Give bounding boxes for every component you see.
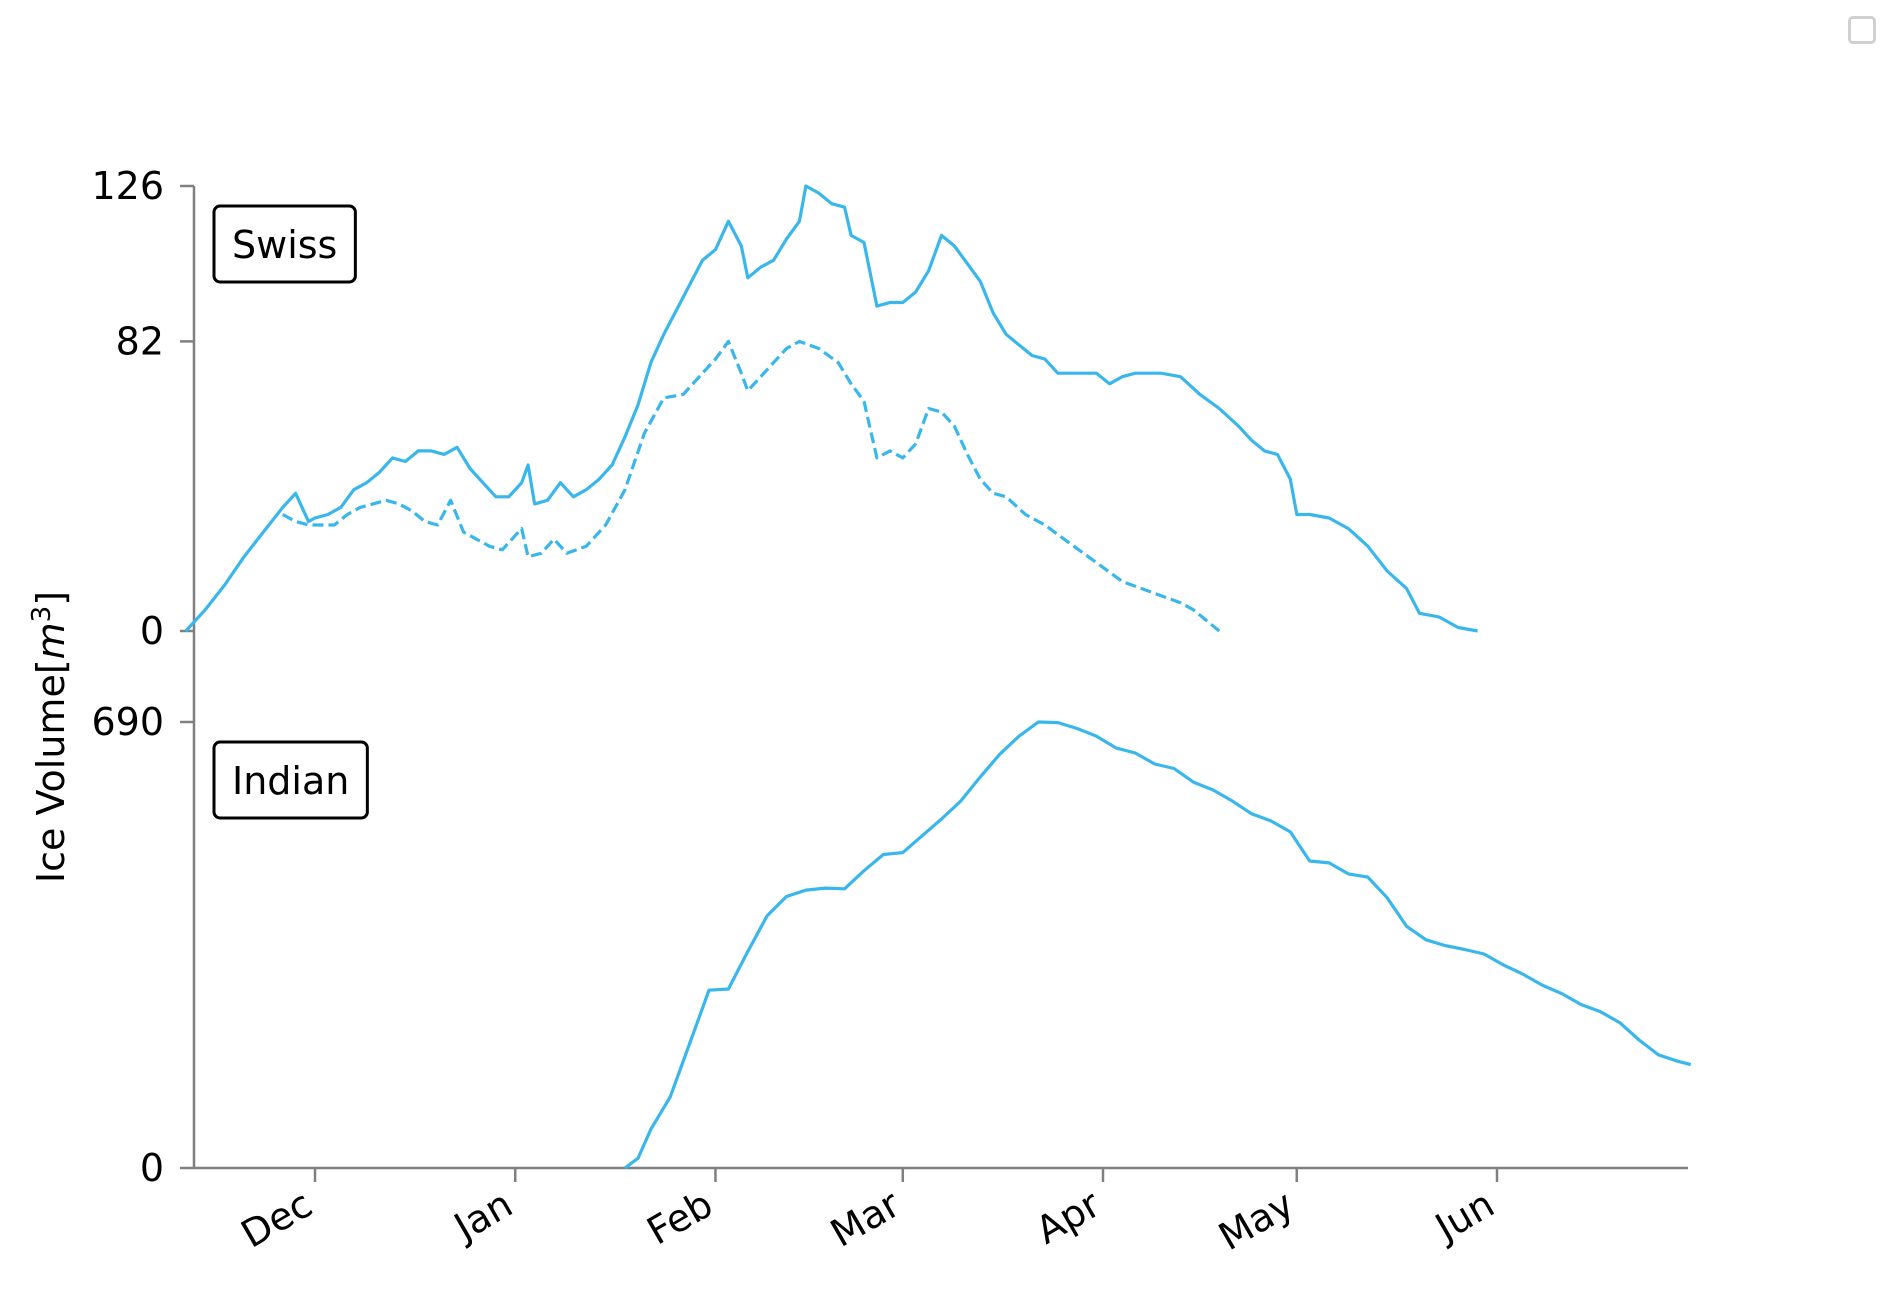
- panel-label-swiss: Swiss: [212, 204, 357, 284]
- y-axis-label-exp: 3: [27, 606, 57, 623]
- swiss-series-dashed-line: [281, 339, 1221, 633]
- x-tick-label-jan: Jan: [445, 1182, 519, 1250]
- labels-layer: Ice Volume[m3] Dec Jan Feb Mar Apr May Jun 0 82 1…: [27, 164, 1502, 1259]
- axes-layer: [192, 186, 1688, 1170]
- y-tick-label-indian-690: 690: [91, 700, 164, 744]
- x-tick-label-feb: Feb: [640, 1182, 720, 1254]
- x-tick-label-dec: Dec: [234, 1182, 320, 1257]
- y-tick-label-swiss-82: 82: [116, 319, 164, 363]
- x-tick-label-mar: Mar: [823, 1182, 907, 1256]
- y-axis-label: Ice Volume[m3]: [27, 591, 73, 883]
- y-axis-label-close: ]: [29, 591, 73, 606]
- y-tick-label-indian-0: 0: [140, 1146, 164, 1190]
- panel-label-box-indian: [212, 740, 369, 820]
- y-tick-label-swiss-126: 126: [91, 164, 164, 208]
- ticks-layer: [180, 184, 1499, 1182]
- x-tick-label-apr: Apr: [1029, 1182, 1108, 1253]
- panel-label-box-swiss: [212, 204, 357, 284]
- series-layer: [184, 184, 1692, 1170]
- y-axis-label-main: Ice Volume[: [29, 659, 73, 883]
- y-axis-label-var: m: [29, 622, 73, 659]
- x-tick-label-may: May: [1211, 1182, 1301, 1259]
- swiss-series-solid-line: [184, 184, 1478, 633]
- panel-label-indian: Indian: [212, 740, 369, 820]
- panel-label-text-swiss: Swiss: [232, 223, 337, 267]
- y-tick-label-swiss-0: 0: [140, 609, 164, 653]
- legend-toggle-checkbox[interactable]: [1848, 16, 1876, 44]
- indian-series-solid-line: [624, 720, 1692, 1170]
- panel-label-text-indian: Indian: [232, 759, 349, 803]
- x-tick-label-jun: Jun: [1426, 1182, 1501, 1251]
